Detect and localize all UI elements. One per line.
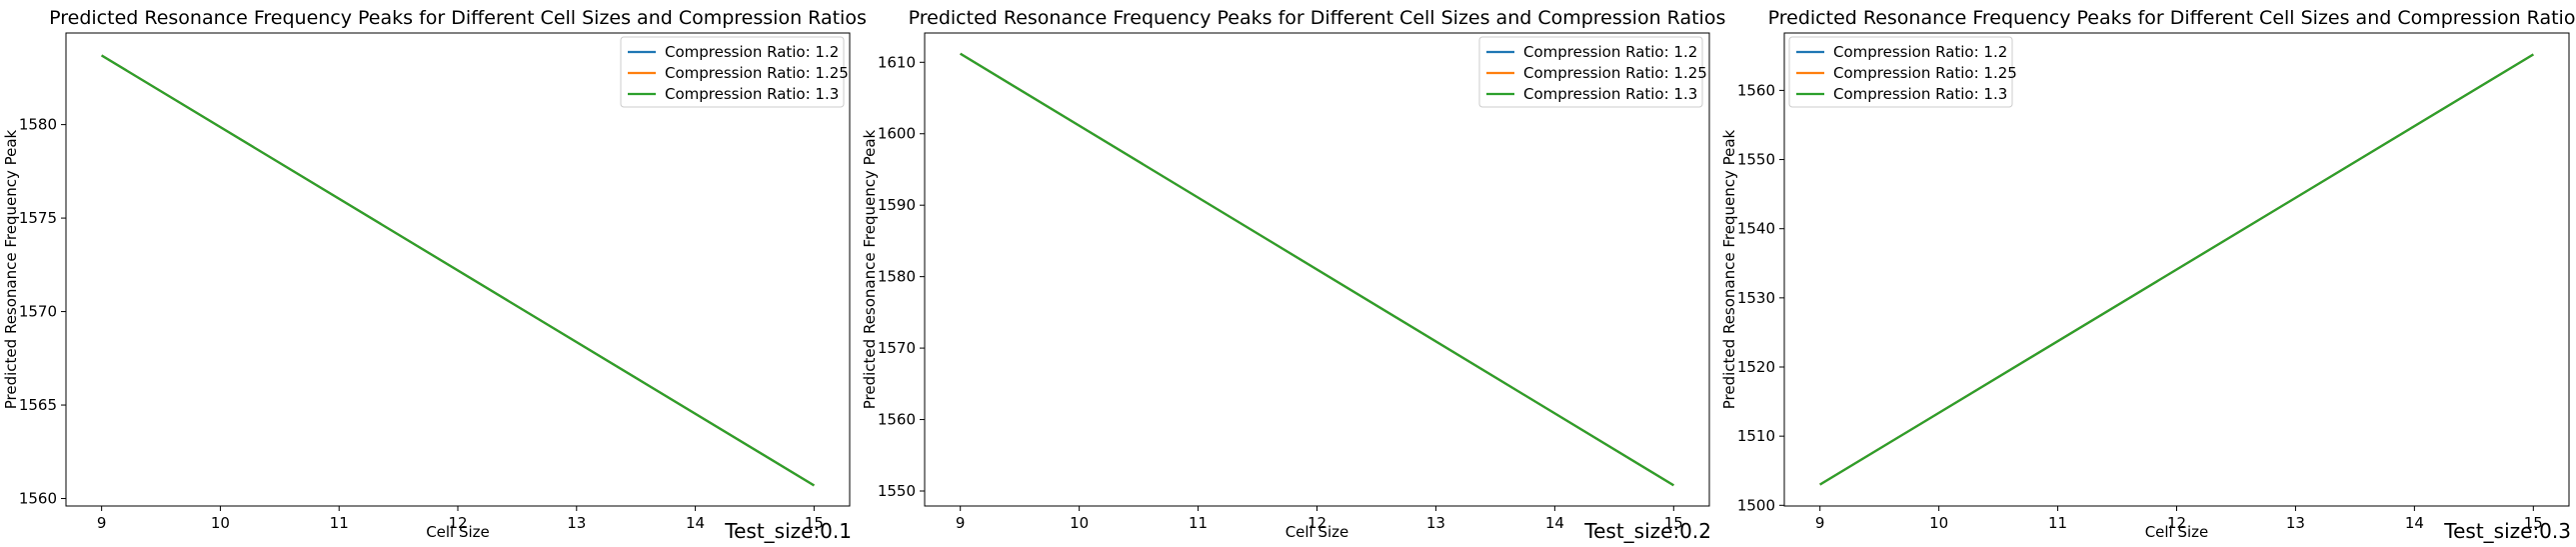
x-tick-label: 9 — [956, 514, 966, 532]
plot-frame — [924, 32, 1710, 507]
x-tick-label: 14 — [686, 514, 705, 532]
y-tick-label: 1560 — [1737, 81, 1775, 99]
series-line-3 — [960, 52, 1674, 487]
x-tick-label: 11 — [1189, 514, 1208, 532]
plot-frame — [65, 32, 851, 507]
y-tick-label: 1500 — [1737, 496, 1775, 514]
x-tick-label: 13 — [567, 514, 586, 532]
x-tick-label: 11 — [2048, 514, 2067, 532]
x-tick-label: 9 — [1815, 514, 1825, 532]
y-tick-label: 1580 — [878, 268, 916, 286]
chart-panel-1: Predicted Resonance Frequency Peaks for … — [2, 7, 867, 543]
legend-label: Compression Ratio: 1.2 — [1833, 43, 2007, 61]
x-axis-label: Cell Size — [426, 523, 490, 541]
x-tick-label: 15 — [805, 514, 824, 532]
test-size-annotation: Test_size:0.2 — [1583, 519, 1711, 543]
series-line-3 — [1819, 53, 2534, 486]
legend-label: Compression Ratio: 1.25 — [665, 64, 849, 82]
y-axis-label: Predicted Resonance Frequency Peak — [861, 129, 879, 409]
legend: Compression Ratio: 1.2 Compression Ratio:… — [1478, 36, 1707, 108]
y-tick-label: 1600 — [878, 125, 916, 143]
legend-label: Compression Ratio: 1.25 — [1523, 64, 1707, 82]
y-tick-label: 1570 — [19, 303, 57, 321]
legend-box — [1478, 36, 1703, 108]
y-tick-label: 1560 — [19, 490, 57, 508]
x-tick-label: 15 — [1664, 514, 1683, 532]
legend-label: Compression Ratio: 1.3 — [1523, 85, 1697, 103]
x-tick-label: 15 — [2524, 514, 2543, 532]
legend: Compression Ratio: 1.2 Compression Ratio:… — [1788, 36, 2017, 108]
y-axis-label: Predicted Resonance Frequency Peak — [2, 129, 20, 409]
x-tick-label: 13 — [1426, 514, 1445, 532]
legend-label: Compression Ratio: 1.3 — [665, 85, 839, 103]
chart-title: Predicted Resonance Frequency Peaks for … — [1768, 7, 2576, 29]
chart-title: Predicted Resonance Frequency Peaks for … — [49, 7, 867, 29]
legend: Compression Ratio: 1.2 Compression Ratio:… — [620, 36, 849, 108]
y-tick-label: 1560 — [878, 411, 916, 429]
y-tick-label: 1520 — [1737, 358, 1775, 376]
chart-panel-2: Predicted Resonance Frequency Peaks for … — [861, 7, 1725, 543]
x-tick-label: 14 — [1545, 514, 1564, 532]
y-tick-label: 1550 — [1737, 151, 1775, 169]
y-tick-label: 1575 — [19, 209, 57, 227]
y-tick-label: 1565 — [19, 396, 57, 414]
legend-label: Compression Ratio: 1.25 — [1833, 64, 2017, 82]
legend-label: Compression Ratio: 1.3 — [1833, 85, 2007, 103]
legend-box — [620, 36, 845, 108]
y-tick-label: 1530 — [1737, 289, 1775, 307]
y-axis-label: Predicted Resonance Frequency Peak — [1720, 129, 1738, 409]
legend-label: Compression Ratio: 1.2 — [665, 43, 839, 61]
x-tick-label: 13 — [2286, 514, 2305, 532]
x-axis-label: Cell Size — [2145, 523, 2209, 541]
y-tick-label: 1540 — [1737, 220, 1775, 238]
x-tick-label: 10 — [1929, 514, 1948, 532]
y-tick-label: 1510 — [1737, 427, 1775, 445]
legend-box — [1788, 36, 2013, 108]
x-tick-label: 12 — [448, 514, 467, 532]
test-size-annotation: Test_size:0.1 — [724, 519, 852, 543]
x-tick-label: 12 — [2167, 514, 2186, 532]
x-tick-label: 10 — [1070, 514, 1089, 532]
x-tick-label: 9 — [97, 514, 107, 532]
plot-frame — [1783, 32, 2570, 507]
y-tick-label: 1570 — [878, 339, 916, 357]
x-axis-label: Cell Size — [1286, 523, 1349, 541]
x-tick-label: 10 — [211, 514, 230, 532]
y-tick-label: 1590 — [878, 196, 916, 214]
x-tick-label: 14 — [2405, 514, 2424, 532]
chart-panel-3: Predicted Resonance Frequency Peaks for … — [1720, 7, 2576, 543]
legend-label: Compression Ratio: 1.2 — [1523, 43, 1697, 61]
y-tick-label: 1580 — [19, 116, 57, 134]
y-tick-label: 1610 — [878, 53, 916, 71]
x-tick-label: 11 — [330, 514, 349, 532]
test-size-annotation: Test_size:0.3 — [2443, 519, 2571, 543]
y-tick-label: 1550 — [878, 482, 916, 500]
x-tick-label: 12 — [1307, 514, 1326, 532]
series-line-3 — [101, 54, 815, 487]
chart-title: Predicted Resonance Frequency Peaks for … — [909, 7, 1726, 29]
